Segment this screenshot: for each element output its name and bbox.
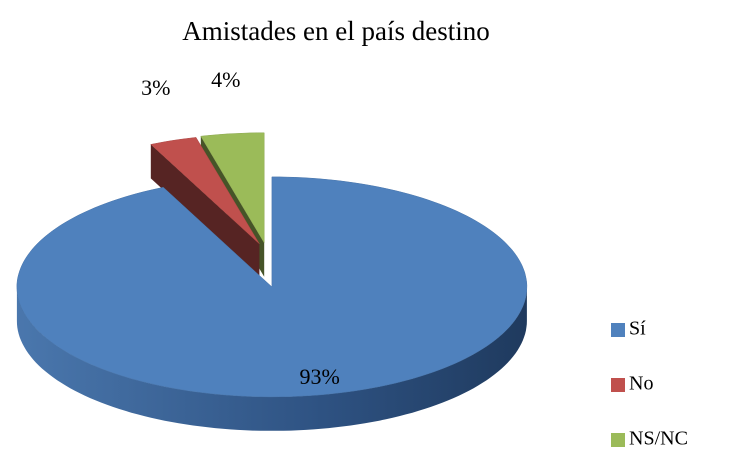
data-label: 3% bbox=[141, 75, 170, 100]
chart-title: Amistades en el país destino bbox=[182, 16, 489, 46]
data-label: 4% bbox=[211, 67, 240, 92]
slice bbox=[200, 132, 265, 244]
slice bbox=[150, 137, 260, 245]
legend-label: NS/NC bbox=[629, 428, 688, 450]
legend-swatch bbox=[611, 323, 625, 337]
slice bbox=[16, 176, 528, 431]
data-label: 93% bbox=[300, 364, 340, 389]
slice-cut-face bbox=[150, 144, 260, 278]
slice bbox=[150, 137, 260, 278]
legend-label: Sí bbox=[629, 318, 646, 340]
legend-label: No bbox=[629, 373, 653, 395]
legend-swatch bbox=[611, 378, 625, 392]
slice-side bbox=[16, 286, 527, 431]
legend-swatch bbox=[611, 433, 625, 447]
slice bbox=[16, 176, 528, 398]
